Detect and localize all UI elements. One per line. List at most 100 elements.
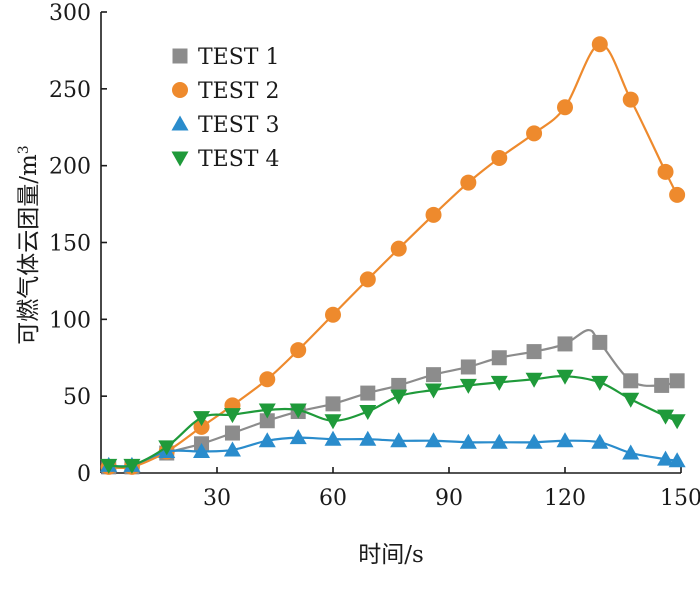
x-tick-label: 60: [319, 486, 347, 511]
x-axis-title: 时间/s: [358, 542, 424, 568]
legend-label: TEST 2: [198, 79, 279, 104]
x-tick-label: 30: [203, 486, 231, 511]
data-point: [526, 125, 543, 142]
data-point: [557, 99, 573, 116]
y-axis-title-group: 可燃气体云团量/m3: [16, 145, 42, 344]
y-tick-label: 150: [49, 232, 91, 257]
data-point: [259, 413, 275, 429]
data-point: [193, 418, 210, 435]
data-point: [258, 403, 276, 419]
legend-label: TEST 1: [198, 45, 279, 70]
data-point: [668, 452, 686, 468]
data-point: [556, 432, 574, 448]
data-point: [193, 411, 211, 427]
data-point: [123, 458, 141, 474]
series-3: [100, 429, 686, 472]
data-point: [460, 359, 476, 375]
data-point: [490, 433, 508, 449]
data-point: [591, 36, 608, 53]
data-point: [526, 344, 542, 360]
series-4: [100, 369, 686, 474]
data-point: [425, 383, 443, 399]
data-point: [657, 450, 675, 466]
series-2: [100, 36, 686, 475]
data-point: [223, 408, 241, 424]
x-tick-label: 120: [544, 486, 586, 511]
data-point: [622, 392, 640, 408]
data-point: [491, 350, 507, 366]
data-point: [669, 373, 685, 389]
axis-titles: 时间/s 可燃气体云团量/m3: [16, 145, 424, 568]
data-point: [390, 389, 408, 405]
data-point: [325, 396, 341, 412]
data-point: [290, 342, 307, 359]
y-tick-label: 0: [77, 462, 91, 487]
data-point: [425, 206, 442, 223]
data-point: [193, 442, 211, 458]
y-tick-label: 200: [49, 155, 91, 180]
data-point: [591, 433, 609, 449]
data-point: [525, 372, 543, 388]
y-axis-title: 可燃气体云团量/m: [16, 154, 42, 345]
y-tick-label: 50: [63, 385, 91, 410]
data-point: [657, 409, 675, 425]
data-point: [459, 433, 477, 449]
data-point: [654, 377, 670, 393]
data-point: [622, 91, 639, 108]
data-point: [324, 414, 342, 430]
data-point: [460, 174, 477, 191]
legend-marker: [171, 151, 189, 167]
data-point: [459, 378, 477, 394]
legend-marker: [172, 82, 188, 98]
data-point: [325, 306, 341, 323]
data-point: [657, 163, 674, 180]
axes: 0 50 100 150 200 250 300 30 60 90 120 150: [49, 1, 700, 511]
data-point: [158, 440, 176, 456]
legend-label: TEST 4: [198, 147, 279, 172]
data-point: [491, 149, 508, 166]
data-point: [289, 429, 307, 445]
series-line: [108, 436, 678, 468]
data-point: [360, 385, 376, 401]
legend-label: TEST 3: [198, 113, 279, 138]
legend-marker: [172, 48, 188, 64]
series-line: [108, 43, 679, 470]
y-tick-label: 100: [49, 308, 91, 333]
data-point: [258, 432, 276, 448]
series-layer: [100, 36, 686, 475]
data-point: [490, 375, 508, 391]
data-point: [359, 405, 377, 421]
data-point: [259, 371, 276, 388]
series-1: [101, 328, 685, 475]
data-point: [390, 240, 407, 257]
y-tick-label: 300: [49, 1, 91, 26]
data-point: [324, 430, 342, 446]
x-tick-label: 90: [435, 486, 463, 511]
data-point: [557, 336, 573, 352]
data-point: [425, 432, 443, 448]
data-point: [556, 369, 574, 385]
data-point: [592, 334, 608, 350]
data-point: [622, 444, 640, 460]
data-point: [359, 271, 376, 288]
data-point: [591, 375, 609, 391]
data-point: [223, 441, 241, 457]
data-point: [623, 373, 639, 389]
data-point: [669, 186, 686, 203]
data-point: [525, 433, 543, 449]
data-point: [359, 430, 377, 446]
data-point: [289, 403, 307, 419]
data-point: [100, 458, 118, 474]
data-point: [391, 377, 407, 393]
data-point: [426, 367, 442, 383]
legend: TEST 1 TEST 2 TEST 3 TEST 4: [171, 45, 279, 172]
data-point: [224, 425, 240, 441]
data-point: [668, 414, 686, 430]
legend-marker: [171, 115, 189, 131]
data-point: [390, 432, 408, 448]
x-tick-label: 150: [660, 486, 700, 511]
y-axis-title-superscript: 3: [16, 145, 32, 154]
y-tick-label: 250: [49, 78, 91, 103]
